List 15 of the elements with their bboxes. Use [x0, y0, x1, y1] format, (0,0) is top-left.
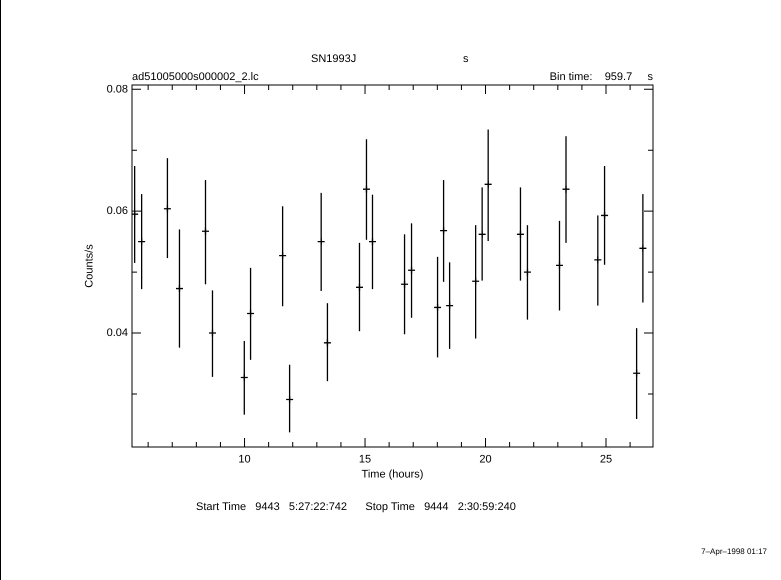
y-tick-label: 0.08 — [106, 83, 128, 96]
y-axis-title: Counts/s — [84, 244, 96, 288]
text: 7–Apr–1998 01:17 — [701, 547, 767, 556]
y-tick-label: 0.04 — [106, 327, 128, 340]
y-tick-label: 0.06 — [106, 205, 128, 218]
text: Bin time: 959.7 s — [550, 71, 653, 83]
text: Start Time 9443 5:27:22:742 Stop Time 9444 2:30:59:240 — [196, 501, 516, 513]
text: ad51005000s000002_2.lc — [132, 71, 259, 83]
chart-title: SN1993J — [311, 53, 356, 65]
text: s — [463, 53, 468, 65]
x-tick-label: 20 — [479, 454, 492, 466]
x-tick-label: 25 — [600, 454, 612, 466]
x-tick-label: 15 — [358, 454, 372, 466]
x-tick-label: 10 — [238, 454, 251, 466]
x-axis-title: Time (hours) — [362, 468, 424, 480]
